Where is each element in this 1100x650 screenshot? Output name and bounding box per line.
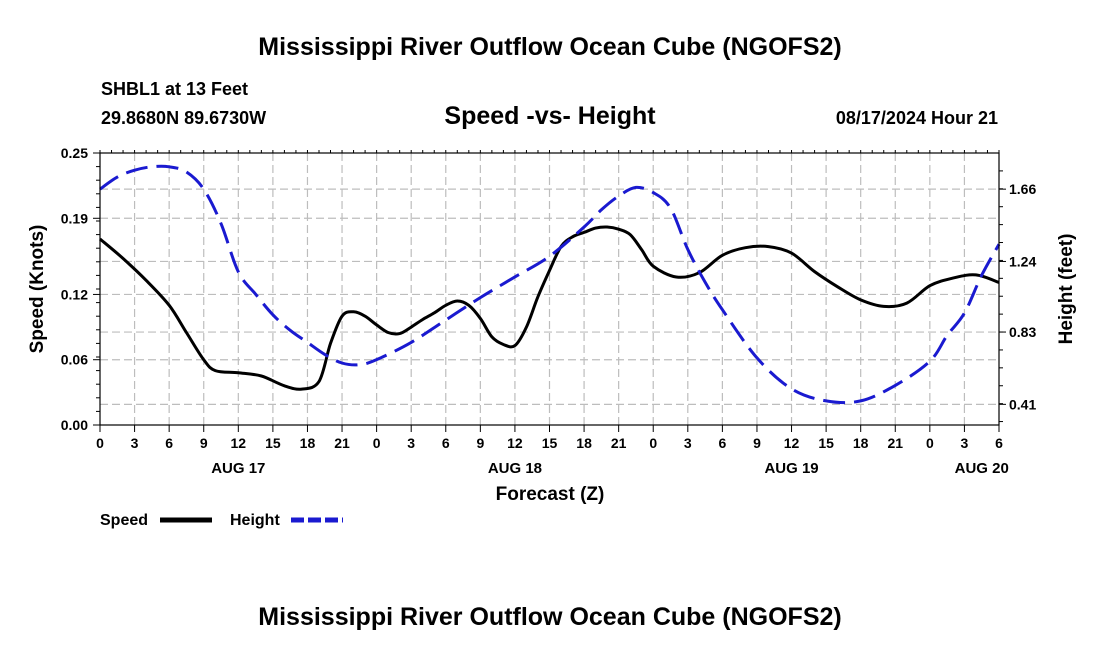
x-tick-label: 6 <box>442 435 450 451</box>
x-tick-label: 3 <box>131 435 139 451</box>
legend-height-label: Height <box>230 512 280 529</box>
x-tick-label: 3 <box>407 435 415 451</box>
x-tick-label: 18 <box>300 435 316 451</box>
legend-speed-label: Speed <box>100 512 148 529</box>
x-tick-label: 0 <box>649 435 657 451</box>
axes: 0 3 6 9 12 15 18 21 0 3 6 9 12 15 18 21 0 3 6 9 12 15 18 21 0 3 6 A… <box>61 145 1037 477</box>
x-date-label: AUG 19 <box>764 460 818 477</box>
grid-lines <box>100 153 999 425</box>
speed-series-line <box>99 225 1000 391</box>
x-tick-label: 15 <box>818 435 834 451</box>
series-lines <box>99 164 1001 405</box>
station-label: SHBL1 at 13 Feet <box>101 79 248 99</box>
x-tick-label: 0 <box>96 435 104 451</box>
y-left-tick-label: 0.00 <box>61 417 88 433</box>
x-tick-label: 18 <box>576 435 592 451</box>
y-right-tick-label: 0.83 <box>1009 324 1036 340</box>
datetime-label: 08/17/2024 Hour 21 <box>836 108 998 128</box>
height-series-line <box>99 164 1001 405</box>
x-tick-label: 21 <box>611 435 627 451</box>
x-tick-label: 0 <box>926 435 934 451</box>
y-left-tick-label: 0.19 <box>61 210 88 226</box>
x-tick-label: 12 <box>507 435 523 451</box>
x-tick-label: 9 <box>476 435 484 451</box>
y-axis-left-label: Speed (Knots) <box>27 225 48 354</box>
x-tick-label: 15 <box>265 435 281 451</box>
x-tick-label: 12 <box>784 435 800 451</box>
x-date-label: AUG 18 <box>488 460 542 477</box>
x-tick-label: 21 <box>334 435 350 451</box>
x-tick-label: 0 <box>373 435 381 451</box>
x-tick-label: 15 <box>542 435 558 451</box>
x-date-label: AUG 17 <box>211 460 265 477</box>
y-right-tick-label: 0.41 <box>1009 396 1036 412</box>
x-tick-label: 6 <box>995 435 1003 451</box>
footer-title: Mississippi River Outflow Ocean Cube (NG… <box>258 603 841 631</box>
x-tick-label: 6 <box>718 435 726 451</box>
y-left-tick-label: 0.25 <box>61 145 88 161</box>
x-tick-label: 3 <box>961 435 969 451</box>
x-date-label: AUG 20 <box>955 460 1009 477</box>
legend: Speed Height <box>100 512 343 529</box>
y-right-tick-label: 1.24 <box>1009 253 1036 269</box>
x-tick-label: 9 <box>753 435 761 451</box>
chart-title: Mississippi River Outflow Ocean Cube (NG… <box>258 33 841 61</box>
coordinates-label: 29.8680N 89.6730W <box>101 108 266 128</box>
x-tick-label: 6 <box>165 435 173 451</box>
x-tick-label: 3 <box>684 435 692 451</box>
x-tick-label: 21 <box>887 435 903 451</box>
chart-subtitle: Speed -vs- Height <box>444 102 656 130</box>
x-tick-label: 9 <box>200 435 208 451</box>
x-tick-label: 18 <box>853 435 869 451</box>
y-left-tick-label: 0.12 <box>61 286 88 302</box>
x-tick-label: 12 <box>231 435 247 451</box>
y-axis-right-label: Height (feet) <box>1056 234 1077 345</box>
x-axis-label: Forecast (Z) <box>496 484 605 505</box>
y-right-tick-label: 1.66 <box>1009 181 1036 197</box>
y-left-tick-label: 0.06 <box>61 352 88 368</box>
